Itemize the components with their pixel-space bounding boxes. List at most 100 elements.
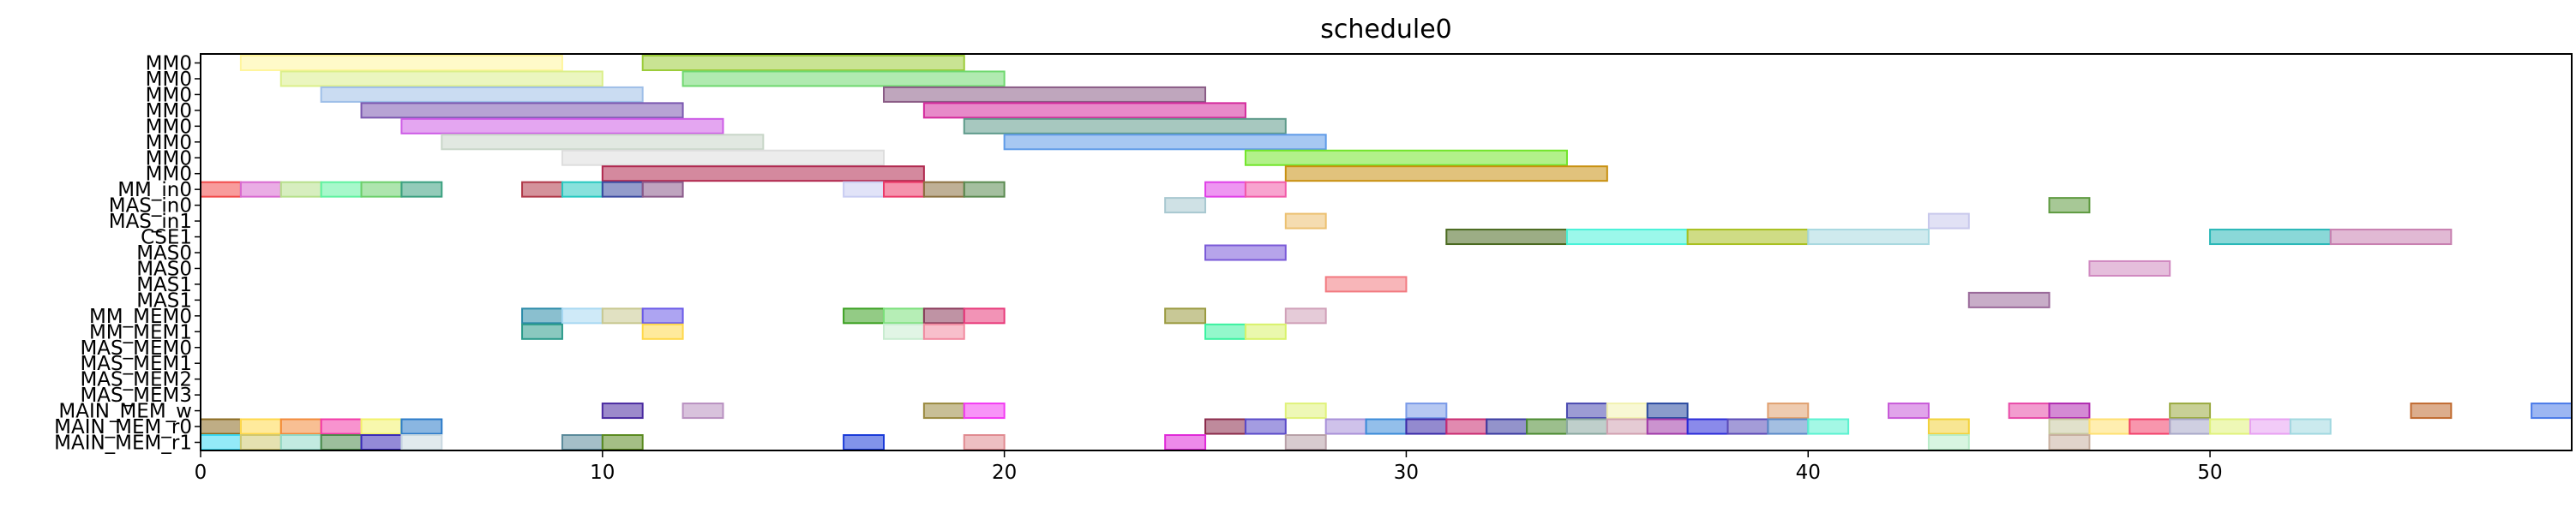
gantt-bar xyxy=(2209,229,2332,246)
y-tick-label: MM0 xyxy=(146,69,192,91)
gantt-bar xyxy=(1284,165,1608,182)
gantt-bar xyxy=(2169,418,2212,435)
gantt-bar xyxy=(882,181,925,198)
gantt-bar xyxy=(1445,229,1568,246)
y-tick-label: MM0 xyxy=(146,53,192,75)
gantt-bar xyxy=(1324,418,1367,435)
gantt-bar xyxy=(1927,418,1970,435)
gantt-bar xyxy=(1807,418,1850,435)
y-tick-label: MM_in0 xyxy=(117,179,192,201)
gantt-bar xyxy=(2289,418,2332,435)
y-tick-label: MAS_in1 xyxy=(109,211,192,233)
gantt-bar xyxy=(882,323,925,340)
gantt-bar xyxy=(1686,418,1729,435)
x-tick-label: 40 xyxy=(1796,462,1821,484)
chart-title: schedule0 xyxy=(1320,15,1452,45)
gantt-bar xyxy=(1164,434,1207,450)
gantt-bar xyxy=(200,181,242,198)
gantt-bar xyxy=(521,181,563,198)
x-axis: 0 10 20 30 40 50 xyxy=(195,450,2223,484)
gantt-bar xyxy=(2048,434,2091,450)
y-tick-label: MAS0 xyxy=(136,242,192,265)
x-tick-label: 30 xyxy=(1394,462,1419,484)
gantt-bar xyxy=(641,323,684,340)
gantt-bar xyxy=(922,307,965,325)
gantt-bar xyxy=(963,307,1006,325)
gantt-bar xyxy=(1767,403,1810,420)
gantt-bar xyxy=(1927,434,1970,450)
gantt-bar xyxy=(1646,403,1689,420)
gantt-bar xyxy=(1927,212,1970,230)
gantt-bar xyxy=(601,165,925,182)
y-tick-label: MAS_MEM3 xyxy=(80,385,192,407)
x-tick-label: 10 xyxy=(590,462,615,484)
gantt-bar xyxy=(200,434,242,450)
gantt-bar xyxy=(1204,418,1246,435)
gantt-bar xyxy=(1686,229,1810,246)
gantt-bar xyxy=(279,418,322,435)
gantt-bar xyxy=(1164,307,1207,325)
x-tick-label: 50 xyxy=(2197,462,2222,484)
y-tick-label: MAIN_MEM_r1 xyxy=(54,432,192,455)
gantt-bar xyxy=(601,403,644,420)
gantt-bar xyxy=(561,307,603,325)
gantt-bar xyxy=(1164,197,1207,214)
gantt-bar xyxy=(882,307,925,325)
gantt-bar xyxy=(1405,403,1448,420)
gantt-bar xyxy=(1244,149,1568,166)
gantt-bar xyxy=(963,117,1287,134)
gantt-bar xyxy=(1726,418,1769,435)
gantt-bar xyxy=(360,181,403,198)
gantt-bar xyxy=(922,181,965,198)
gantt-bar xyxy=(922,102,1246,119)
gantt-bar xyxy=(963,403,1006,420)
y-tick-label: CSE1 xyxy=(141,227,192,249)
gantt-bar xyxy=(1204,244,1287,261)
gantt-bar xyxy=(521,323,563,340)
y-tick-label: MM0 xyxy=(146,100,192,122)
y-tick-label: MM0 xyxy=(146,164,192,186)
gantt-bar xyxy=(2088,418,2131,435)
gantt-bar xyxy=(2249,418,2291,435)
gantt-bar xyxy=(1284,434,1327,450)
gantt-bar xyxy=(1646,418,1689,435)
y-tick-label: MAIN_MEM_w xyxy=(58,401,192,423)
gantt-bar xyxy=(239,181,282,198)
gantt-bar xyxy=(882,86,1207,103)
gantt-bar xyxy=(521,307,563,325)
gantt-bar xyxy=(2129,418,2171,435)
gantt-bar xyxy=(320,86,644,103)
gantt-bar xyxy=(400,181,443,198)
gantt-bar xyxy=(360,418,403,435)
gantt-bar xyxy=(1445,418,1488,435)
gantt-bar xyxy=(2008,403,2051,420)
bars-layer xyxy=(200,55,2573,450)
gantt-bar xyxy=(561,181,603,198)
gantt-bar xyxy=(1486,418,1528,435)
gantt-bar xyxy=(641,307,684,325)
gantt-bar xyxy=(1365,418,1408,435)
gantt-bar xyxy=(1606,418,1648,435)
y-tick-label: MM0 xyxy=(146,132,192,154)
x-tick-label: 0 xyxy=(195,462,207,484)
gantt-bar xyxy=(561,149,885,166)
gantt-bar xyxy=(1244,418,1287,435)
gantt-bar xyxy=(1807,229,1930,246)
gantt-bar xyxy=(963,434,1006,450)
gantt-bar xyxy=(1405,418,1448,435)
y-tick-label: MM0 xyxy=(146,147,192,170)
gantt-bar xyxy=(922,323,965,340)
gantt-bar xyxy=(400,418,443,435)
gantt-bar xyxy=(682,403,724,420)
gantt-bar xyxy=(360,434,403,450)
gantt-bar xyxy=(200,418,242,435)
gantt-bar xyxy=(1244,323,1287,340)
gantt-bar xyxy=(1565,418,1608,435)
gantt-bar xyxy=(320,181,363,198)
gantt-bar xyxy=(239,418,282,435)
y-tick-label: MM_MEM1 xyxy=(89,321,192,343)
y-axis-labels: MM0MM0MM0MM0MM0MM0MM0MM0MM_in0MAS_in0MAS… xyxy=(54,53,201,455)
gantt-bar xyxy=(400,117,724,134)
gantt-bar xyxy=(601,434,644,450)
y-tick-label: MAS_MEM2 xyxy=(80,369,192,391)
